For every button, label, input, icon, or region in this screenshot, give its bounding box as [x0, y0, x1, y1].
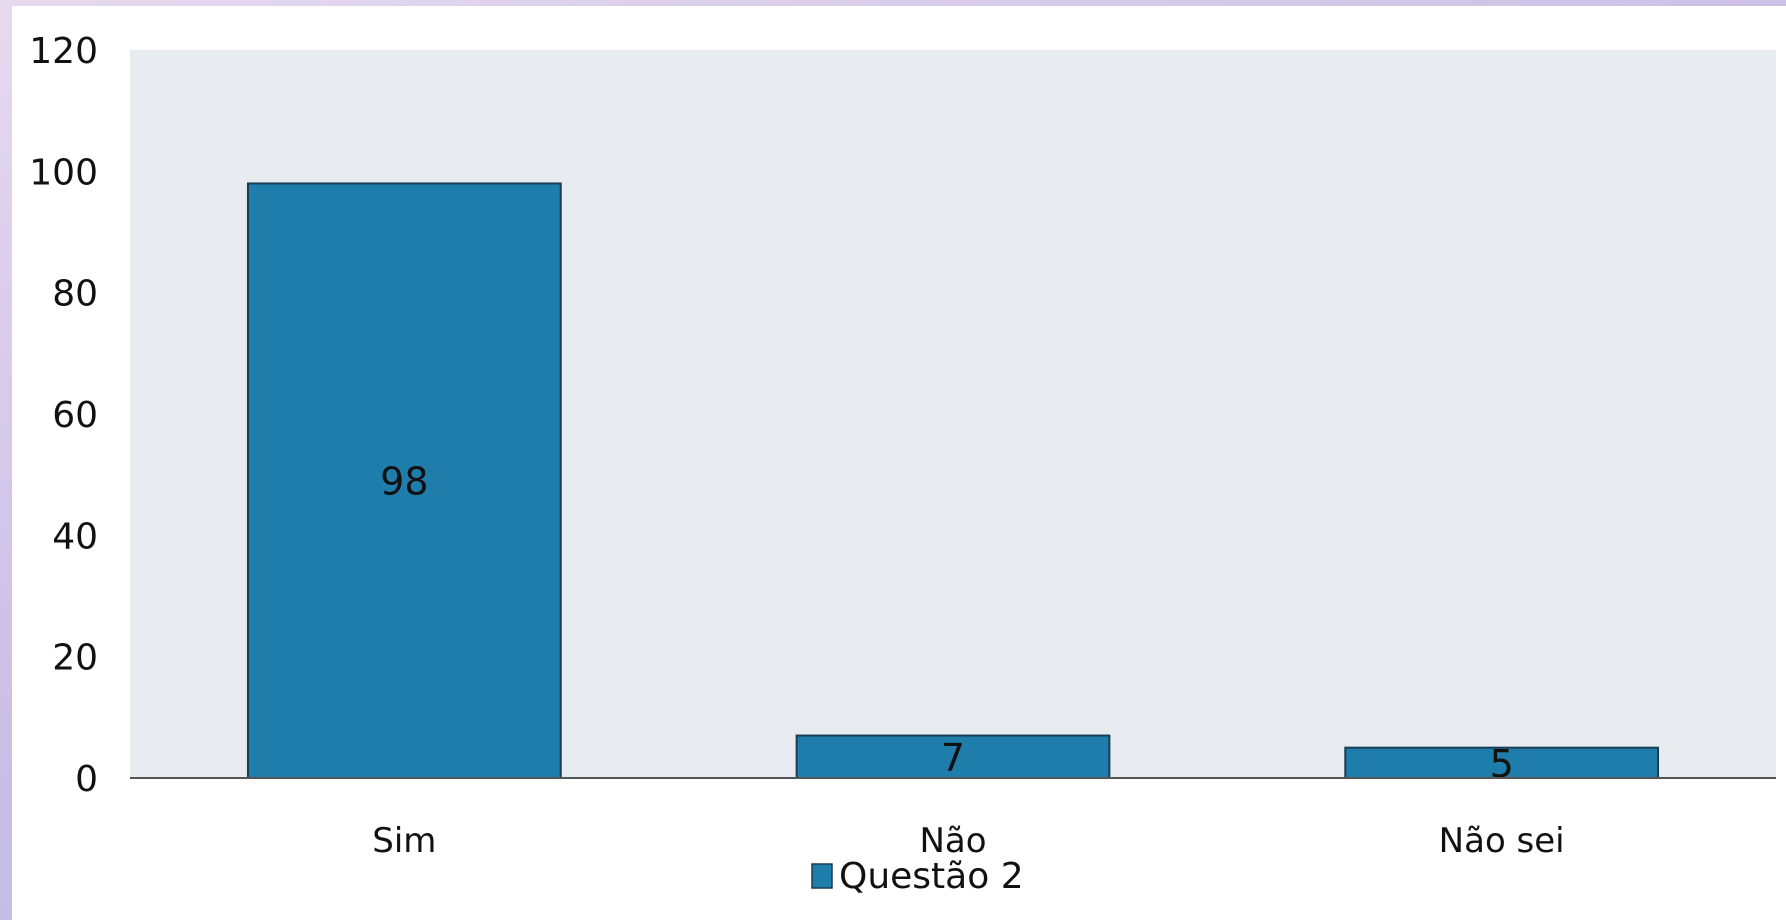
- data-label: 98: [380, 460, 428, 504]
- y-tick-label: 60: [52, 395, 98, 436]
- y-axis-ticks: 0 20 40 60 80 100 120: [29, 31, 98, 800]
- legend: Questão 2: [811, 856, 1024, 897]
- y-tick-label: 0: [75, 759, 98, 800]
- data-label: 5: [1490, 742, 1514, 786]
- bar: [795, 734, 1111, 779]
- category-label: Sim: [372, 821, 436, 861]
- legend-label: Questão 2: [839, 856, 1024, 897]
- y-tick-label: 80: [52, 274, 98, 315]
- y-tick-label: 120: [29, 31, 98, 72]
- category-label: Não: [919, 821, 986, 861]
- bar: [1344, 746, 1660, 780]
- legend-swatch: [811, 863, 833, 889]
- y-tick-label: 40: [52, 516, 98, 557]
- bar-chart: 0 20 40 60 80 100 120 98 7 5 Sim Não Não sei Quest…: [29, 31, 1776, 897]
- bar: [246, 182, 562, 779]
- data-label: 7: [941, 736, 965, 780]
- category-label: Não sei: [1439, 821, 1565, 861]
- y-tick-label: 100: [29, 152, 98, 193]
- bars: [246, 182, 1660, 780]
- category-labels: Sim Não Não sei: [372, 821, 1564, 861]
- y-tick-label: 20: [52, 638, 98, 679]
- chart-frame: 0 20 40 60 80 100 120 98 7 5 Sim Não Não sei Quest…: [12, 6, 1786, 920]
